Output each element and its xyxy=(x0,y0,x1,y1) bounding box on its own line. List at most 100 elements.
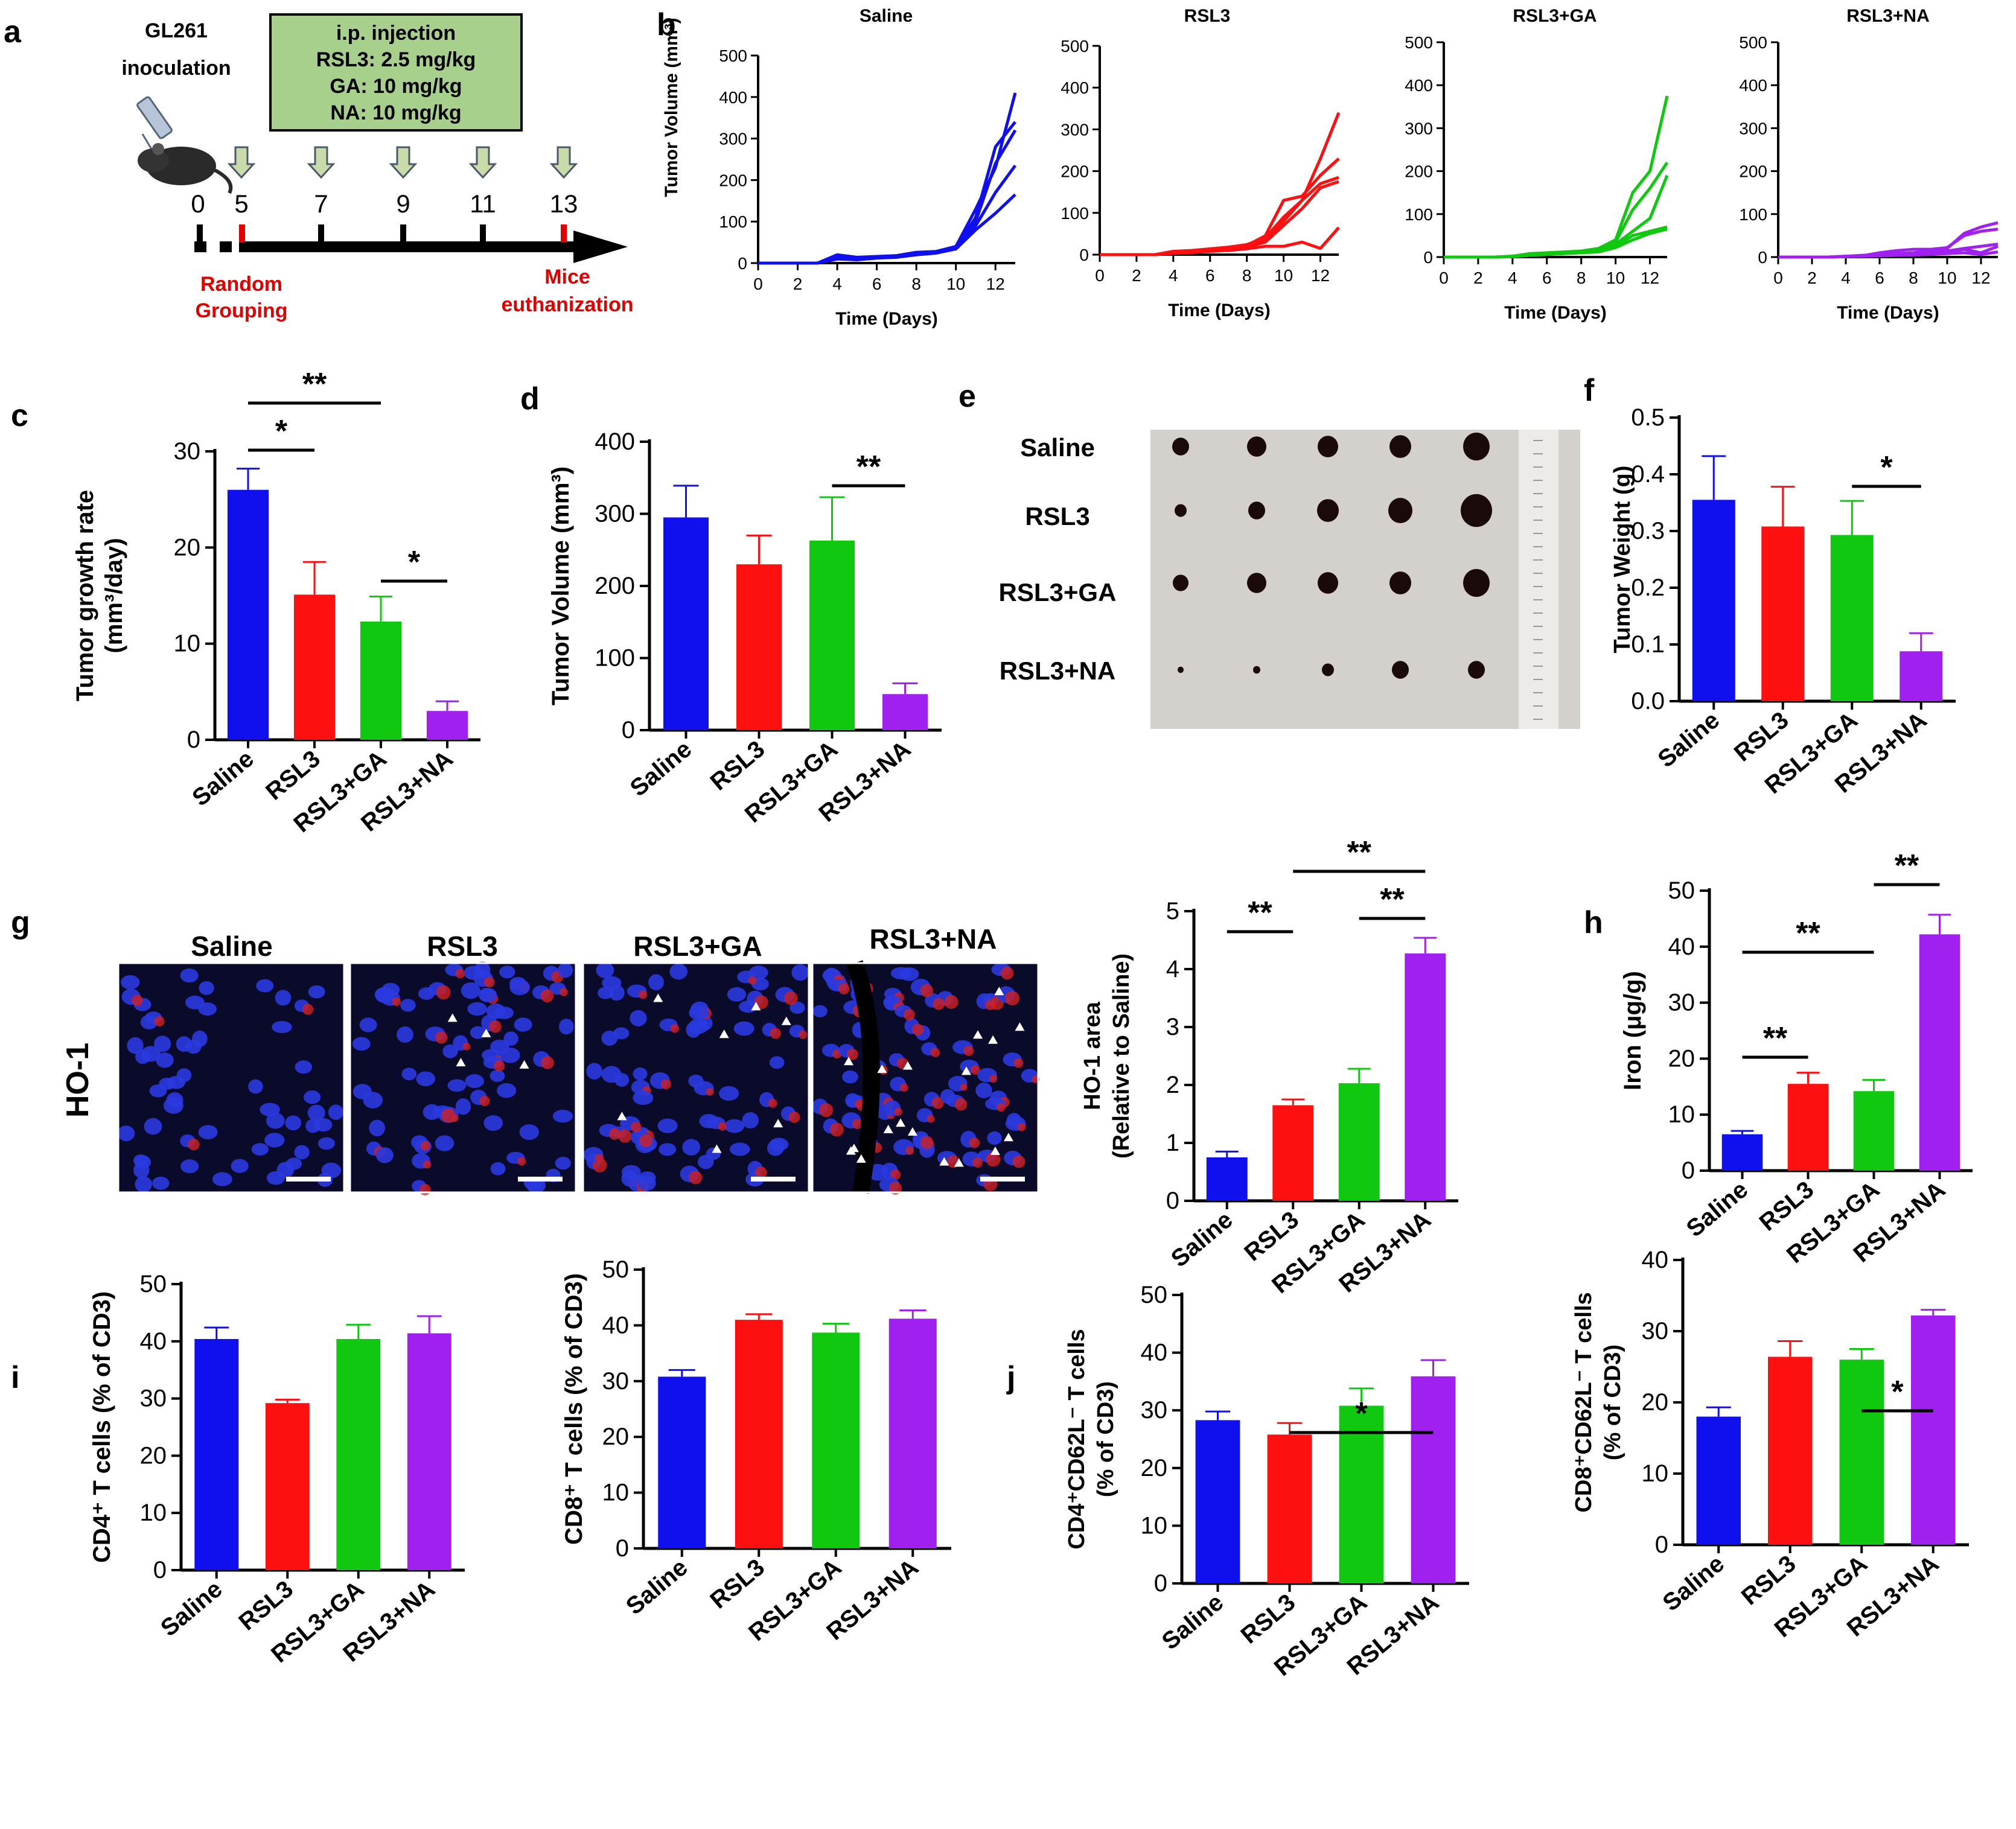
x-tick-label: 12 xyxy=(1971,269,1990,287)
down-arrow-icon xyxy=(227,146,256,179)
y-tick-label: 30 xyxy=(1642,1318,1669,1344)
ho1-signal xyxy=(903,1009,915,1021)
series-line xyxy=(1444,174,1669,259)
bar-rsl3-ga xyxy=(336,1339,381,1570)
panel-letter-i: i xyxy=(11,1360,19,1395)
x-tick-label: 2 xyxy=(1807,269,1817,287)
nucleus xyxy=(558,962,573,978)
y-tick-label: 400 xyxy=(719,88,747,107)
ho1-signal xyxy=(188,1138,200,1151)
ho1-signal xyxy=(894,1107,902,1116)
nucleus xyxy=(483,1115,503,1131)
nucleus xyxy=(199,981,214,995)
y-tick-label: 200 xyxy=(1061,162,1089,181)
bar-rsl3-ga xyxy=(812,1332,860,1548)
nucleus xyxy=(718,1086,739,1101)
arrowhead-marker xyxy=(896,1118,906,1127)
y-tick-label: 100 xyxy=(719,212,747,231)
arrowhead-marker xyxy=(653,993,663,1002)
nucleus xyxy=(308,985,325,999)
tumor-specimen xyxy=(1389,571,1411,594)
x-axis-label: Time (Days) xyxy=(1837,303,1939,323)
nucleus xyxy=(598,987,613,999)
x-axis-label: Time (Days) xyxy=(835,309,938,329)
bar-rsl3 xyxy=(736,564,782,730)
bar-saline xyxy=(227,489,269,740)
nucleus xyxy=(295,1060,313,1074)
ho1-signal xyxy=(479,1095,490,1107)
ho1-signal xyxy=(770,1028,781,1039)
y-tick-label: 0 xyxy=(1166,1188,1179,1214)
x-tick-label: 10 xyxy=(1274,266,1293,285)
ho1-signal xyxy=(920,984,934,997)
category-label: Saline xyxy=(621,1554,693,1620)
nucleus xyxy=(447,1079,467,1092)
nucleus xyxy=(256,979,274,993)
bar-rsl3 xyxy=(1787,1084,1829,1171)
bar-rsl3 xyxy=(1761,526,1805,701)
x-tick-label: 10 xyxy=(946,275,965,293)
nucleus xyxy=(121,975,140,990)
b-ylabel: Tumor Volume (mm³) xyxy=(662,17,681,197)
y-tick-label: 0.5 xyxy=(1631,404,1665,431)
arrowhead-marker xyxy=(712,1144,722,1153)
subplot-title: RSL3+NA xyxy=(1846,6,1930,26)
ho1-signal xyxy=(1005,991,1019,1006)
arrowhead-marker xyxy=(954,1158,964,1167)
y-tick-label: 300 xyxy=(1405,119,1433,138)
y-tick-label: 200 xyxy=(1405,162,1433,181)
significance-marker: ** xyxy=(1248,895,1272,930)
panel-letter-f: f xyxy=(1584,373,1595,408)
category-label: Saline xyxy=(1166,1206,1238,1272)
micrograph-border xyxy=(117,962,345,1194)
micrograph-image xyxy=(117,962,345,1194)
ho1-signal xyxy=(927,1115,935,1123)
y-tick-label: 4 xyxy=(1166,956,1179,982)
bar-rsl3 xyxy=(1267,1434,1312,1583)
panel-letter-a: a xyxy=(4,14,22,49)
micrograph-image xyxy=(811,960,1040,1195)
ho1-signal xyxy=(855,1100,863,1108)
significance-marker: * xyxy=(1355,1396,1368,1431)
y-tick-label: 40 xyxy=(140,1328,167,1355)
photo-row-label: RSL3 xyxy=(1025,502,1089,530)
nucleus xyxy=(275,990,292,1006)
ho1-signal xyxy=(630,1121,642,1133)
y-tick-label: 50 xyxy=(602,1256,630,1283)
y-tick-label: 0.3 xyxy=(1631,518,1665,544)
tumor-specimen xyxy=(1317,499,1339,522)
significance-marker: ** xyxy=(1763,1021,1788,1056)
significance-marker: * xyxy=(275,414,288,449)
ho1-signal xyxy=(618,1129,632,1143)
micrograph-image xyxy=(582,962,810,1194)
inoculation-label-2: inoculation xyxy=(121,57,231,80)
ho1-signal xyxy=(154,1016,165,1027)
series-line xyxy=(1444,227,1668,259)
significance-marker: ** xyxy=(1347,835,1372,870)
y-axis-label: CD4⁺ T cells (% of CD3) xyxy=(89,1291,115,1563)
nucleus xyxy=(352,1037,371,1051)
nucleus xyxy=(416,1071,435,1087)
ho1-signal xyxy=(933,998,945,1010)
bar-rsl3-ga xyxy=(1339,1405,1384,1583)
ho1-signal xyxy=(890,1169,901,1180)
category-label: RSL3 xyxy=(234,1576,298,1635)
bar-rsl3 xyxy=(293,594,336,740)
mice-euthanization-1: Mice xyxy=(544,266,590,288)
panel-letter-d: d xyxy=(520,381,540,416)
y-tick-label: 50 xyxy=(140,1271,167,1297)
y-tick-label: 300 xyxy=(595,501,635,527)
bar-saline xyxy=(1206,1157,1248,1201)
nucleus xyxy=(509,979,530,996)
ho1-signal xyxy=(920,1136,934,1149)
arrowhead-marker xyxy=(856,1154,866,1163)
bar-saline xyxy=(663,517,709,730)
line-subplot-saline: Saline 0 100 200 300 400 500 0 2 4 6 8 10 12 Time (Day… xyxy=(719,6,1017,329)
tumor-photo-image xyxy=(1150,430,1580,729)
y-axis-label: CD4⁺CD62L⁻ T cells xyxy=(1064,1329,1089,1549)
y-tick-label: 10 xyxy=(602,1480,630,1506)
bar-rsl3-ga xyxy=(1853,1091,1895,1171)
ho1-signal xyxy=(971,1065,980,1075)
arrowhead-marker xyxy=(973,1030,983,1039)
